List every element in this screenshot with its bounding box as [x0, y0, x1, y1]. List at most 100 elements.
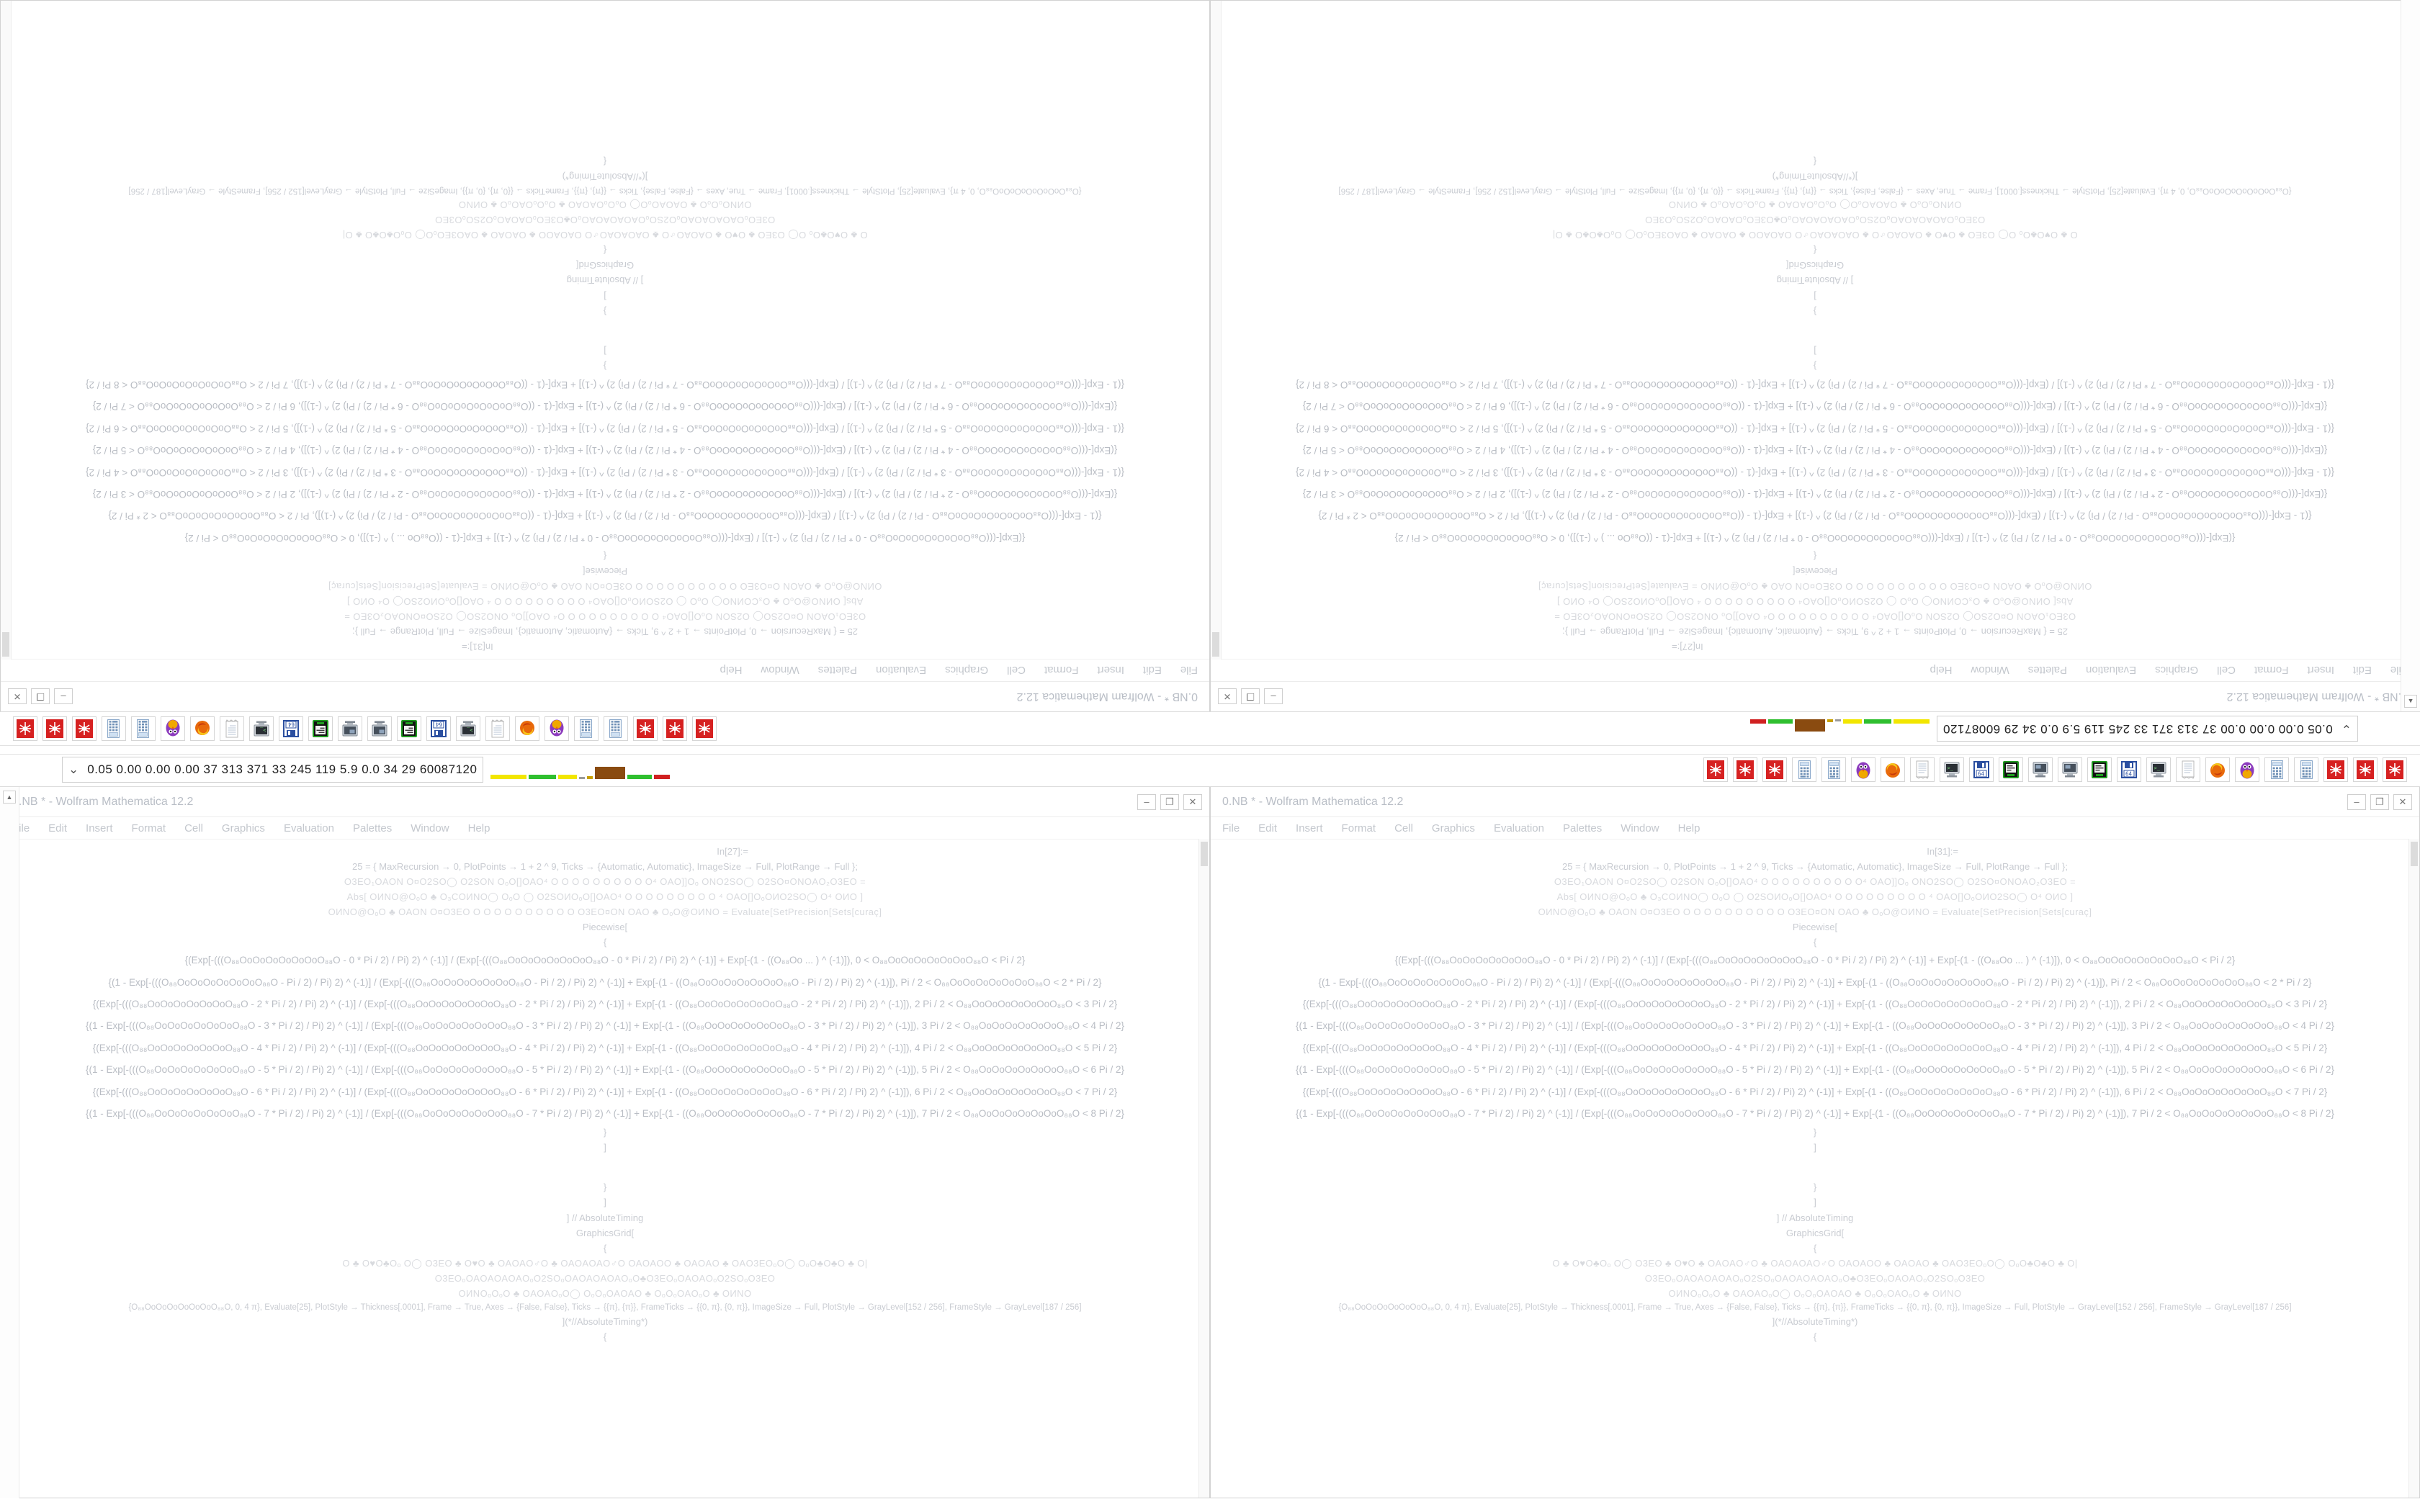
titlebar-left-mirror[interactable]: 0.NB * - Wolfram Mathematica 12.2 – ❐ ✕ — [1211, 681, 2419, 711]
menu-item-file[interactable]: File — [1180, 664, 1198, 677]
menu-item-evaluation[interactable]: Evaluation — [1493, 822, 1544, 834]
monitor-icon[interactable] — [2058, 757, 2082, 782]
pidgin-icon[interactable] — [2235, 757, 2259, 782]
minimize-icon[interactable]: – — [1137, 793, 1156, 810]
menu-item-format[interactable]: Format — [1341, 822, 1376, 834]
menu-item-help[interactable]: Help — [1677, 822, 1700, 834]
scroll-up-icon[interactable]: ▲ — [3, 791, 16, 804]
terminal-icon[interactable]: >_ — [456, 716, 480, 741]
scroll-up-icon[interactable]: ▲ — [2404, 695, 2417, 708]
minimize-icon[interactable]: – — [1264, 688, 1283, 705]
firefox-icon[interactable] — [2205, 757, 2230, 782]
terminal-green-icon[interactable] — [2087, 757, 2112, 782]
taskbar-upper[interactable]: ⌄ 0.05 0.00 0.00 0.00 37 313 371 33 245 … — [0, 711, 2420, 745]
maximize-icon[interactable]: ❐ — [1241, 688, 1260, 705]
monitor-icon[interactable] — [338, 716, 362, 741]
terminal-icon[interactable]: >_ — [249, 716, 274, 741]
mathematica-icon[interactable] — [2353, 757, 2378, 782]
menu-item-graphics[interactable]: Graphics — [1431, 822, 1475, 834]
scrollbar-thumb[interactable] — [1201, 842, 1208, 866]
vertical-scrollbar-right[interactable] — [2408, 839, 2419, 1498]
menu-item-insert[interactable]: Insert — [86, 822, 113, 834]
menu-item-edit[interactable]: Edit — [1142, 664, 1162, 677]
pidgin-icon[interactable] — [161, 716, 185, 741]
mathematica-icon[interactable] — [2323, 757, 2348, 782]
mathematica-icon[interactable] — [13, 716, 37, 741]
menu-item-edit[interactable]: Edit — [48, 822, 68, 834]
terminal-green-icon[interactable] — [397, 716, 421, 741]
menubar-right-mirror[interactable]: File Edit Insert Format Cell Graphics Ev… — [1, 659, 1209, 681]
scrollbar-thumb[interactable] — [2, 632, 9, 657]
monitor-icon[interactable] — [2028, 757, 2053, 782]
menu-item-palettes[interactable]: Palettes — [817, 664, 857, 677]
menu-item-cell[interactable]: Cell — [1394, 822, 1413, 834]
firefox-icon[interactable] — [515, 716, 539, 741]
terminal-icon[interactable]: >_ — [2146, 757, 2171, 782]
mathematica-window-right-mirror[interactable]: 0.NB * - Wolfram Mathematica 12.2 – ❐ ✕ … — [0, 0, 1210, 712]
calculator-icon[interactable] — [1821, 757, 1846, 782]
system-monitor-widget-mirror[interactable]: ⌄ 0.05 0.00 0.00 0.00 37 313 371 33 245 … — [1936, 716, 2358, 742]
titlebar-right[interactable]: 0.NB * - Wolfram Mathematica 12.2 – ❐ ✕ — [1211, 787, 2419, 817]
pidgin-icon[interactable] — [1851, 757, 1876, 782]
mathematica-window-right[interactable]: 0.NB * - Wolfram Mathematica 12.2 – ❐ ✕ … — [1210, 786, 2420, 1498]
terminal-green-icon[interactable] — [1999, 757, 2023, 782]
mathematica-icon[interactable] — [633, 716, 658, 741]
menubar-left[interactable]: File Edit Insert Format Cell Graphics Ev… — [1, 817, 1209, 840]
system-monitor-widget[interactable]: ⌄ 0.05 0.00 0.00 0.00 37 313 371 33 245 … — [62, 757, 484, 783]
calculator-icon[interactable] — [604, 716, 628, 741]
mathematica-window-left-mirror[interactable]: 0.NB * - Wolfram Mathematica 12.2 – ❐ ✕ … — [1210, 0, 2420, 712]
menu-item-graphics[interactable]: Graphics — [2155, 664, 2199, 677]
menu-item-cell[interactable]: Cell — [184, 822, 203, 834]
floppy-save-icon[interactable]: 64 — [279, 716, 303, 741]
calculator-icon[interactable] — [2264, 757, 2289, 782]
menu-item-palettes[interactable]: Palettes — [353, 822, 393, 834]
left-gutter-mirror[interactable]: ▲ — [2401, 0, 2420, 712]
mathematica-icon[interactable] — [692, 716, 717, 741]
notepad-icon[interactable] — [1910, 757, 1935, 782]
menu-item-window[interactable]: Window — [411, 822, 449, 834]
maximize-icon[interactable]: ❐ — [31, 688, 50, 705]
maximize-icon[interactable]: ❐ — [1160, 793, 1179, 810]
scrollbar-thumb[interactable] — [1212, 632, 1219, 657]
close-icon[interactable]: ✕ — [1183, 793, 1202, 810]
close-icon[interactable]: ✕ — [2393, 793, 2412, 810]
mathematica-icon[interactable] — [1703, 757, 1728, 782]
monitor-icon[interactable] — [367, 716, 392, 741]
notepad-icon[interactable] — [2176, 757, 2200, 782]
mathematica-icon[interactable] — [2383, 757, 2407, 782]
menu-item-evaluation[interactable]: Evaluation — [283, 822, 334, 834]
titlebar-left[interactable]: 0.NB * - Wolfram Mathematica 12.2 – ❐ ✕ — [1, 787, 1209, 817]
notebook-body-right-mirror[interactable]: In[31]:= 25 = { MaxRecursion → 0, PlotPo… — [1, 0, 1209, 659]
vertical-scrollbar-left-mirror[interactable] — [1211, 1, 1222, 660]
menu-item-edit[interactable]: Edit — [2352, 664, 2372, 677]
close-icon[interactable]: ✕ — [1218, 688, 1237, 705]
notebook-body-right[interactable]: In[31]:= 25 = { MaxRecursion → 0, PlotPo… — [1211, 840, 2419, 1498]
scrollbar-thumb[interactable] — [2411, 842, 2418, 866]
vertical-scrollbar-right-mirror[interactable] — [1, 1, 12, 660]
mathematica-icon[interactable] — [1762, 757, 1787, 782]
menu-item-edit[interactable]: Edit — [1258, 822, 1278, 834]
taskbar-lower[interactable]: ⌄ 0.05 0.00 0.00 0.00 37 313 371 33 245 … — [0, 753, 2420, 787]
titlebar-right-mirror[interactable]: 0.NB * - Wolfram Mathematica 12.2 – ❐ ✕ — [1, 681, 1209, 711]
menu-item-cell[interactable]: Cell — [2217, 664, 2236, 677]
calculator-icon[interactable] — [1792, 757, 1816, 782]
minimize-icon[interactable]: – — [54, 688, 73, 705]
notepad-icon[interactable] — [220, 716, 244, 741]
menu-item-help[interactable]: Help — [467, 822, 490, 834]
menu-item-insert[interactable]: Insert — [2307, 664, 2334, 677]
firefox-icon[interactable] — [190, 716, 215, 741]
maximize-icon[interactable]: ❐ — [2370, 793, 2389, 810]
menu-item-file[interactable]: File — [1222, 822, 1240, 834]
firefox-icon[interactable] — [1881, 757, 1905, 782]
calculator-icon[interactable] — [574, 716, 599, 741]
terminal-icon[interactable]: >_ — [1940, 757, 1964, 782]
floppy-save-icon[interactable]: 64 — [2117, 757, 2141, 782]
menubar-left-mirror[interactable]: File Edit Insert Format Cell Graphics Ev… — [1211, 659, 2419, 681]
chevron-down-icon[interactable]: ⌄ — [2341, 722, 2352, 736]
floppy-save-icon[interactable]: 64 — [426, 716, 451, 741]
menu-item-graphics[interactable]: Graphics — [945, 664, 989, 677]
menu-item-format[interactable]: Format — [131, 822, 166, 834]
mathematica-icon[interactable] — [663, 716, 687, 741]
notebook-body-left-mirror[interactable]: In[27]:= 25 = { MaxRecursion → 0, PlotPo… — [1211, 0, 2419, 659]
menu-item-window[interactable]: Window — [1621, 822, 1659, 834]
